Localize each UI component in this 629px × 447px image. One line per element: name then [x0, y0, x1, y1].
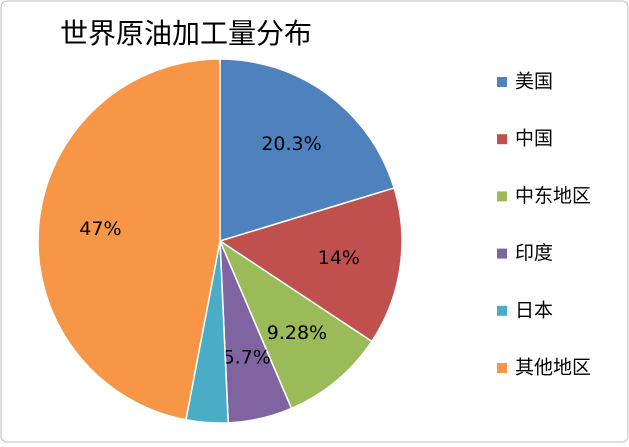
data-label: 14%: [318, 247, 360, 269]
legend-swatch: [497, 191, 507, 202]
pie-slice: [219, 58, 396, 243]
data-label: 47%: [79, 218, 121, 240]
legend-label: 中国: [515, 128, 553, 150]
legend-swatch: [497, 363, 507, 373]
data-label: 9.28%: [267, 322, 327, 344]
legend-swatch: [497, 305, 507, 316]
data-label: 5.7%: [223, 347, 271, 369]
chart-title: 世界原油加工量分布: [60, 17, 312, 50]
pie-slice: [218, 238, 373, 410]
pie-slice: [37, 58, 221, 421]
data-label: 20.3%: [261, 133, 321, 155]
legend-swatch: [497, 77, 507, 87]
legend-label: 美国: [515, 71, 553, 93]
legend-label: 印度: [515, 242, 553, 264]
legend-swatch: [497, 134, 507, 145]
legend-swatch: [497, 248, 507, 259]
legend-label: 中东地区: [515, 185, 591, 207]
legend-label: 日本: [515, 299, 553, 321]
legend-label: 其他地区: [515, 357, 591, 379]
pie-slice: [218, 187, 403, 343]
